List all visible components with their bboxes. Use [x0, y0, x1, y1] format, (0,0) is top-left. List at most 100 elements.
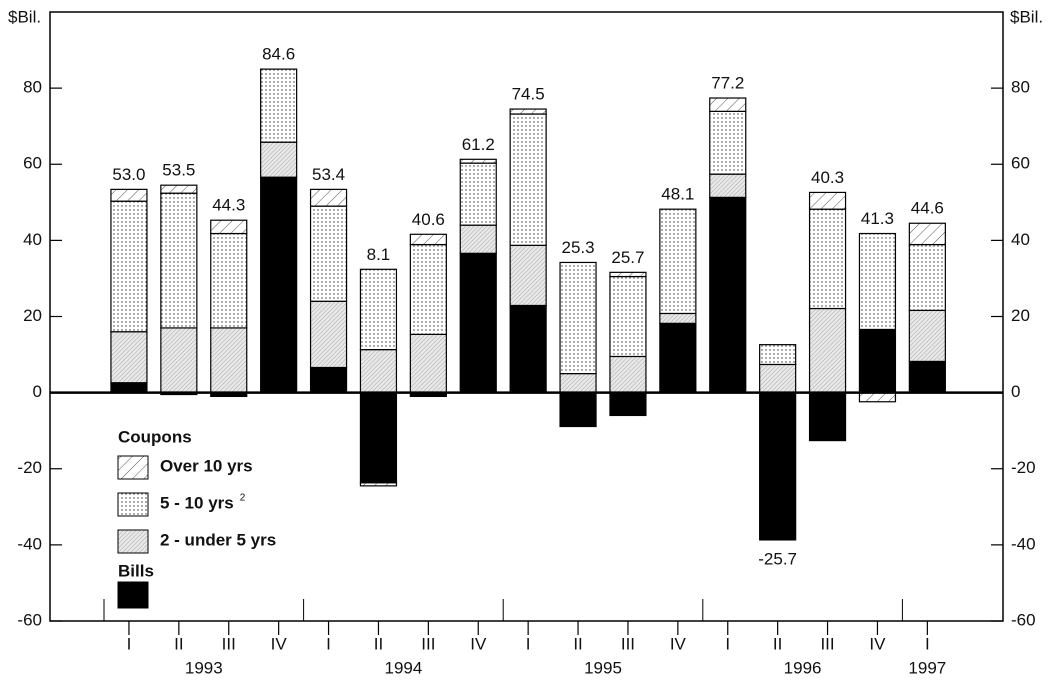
y-axis-label: $Bil. [8, 7, 41, 26]
bar-segment [110, 188, 148, 202]
bar-segment [509, 108, 547, 115]
x-tick-label: IV [271, 634, 288, 653]
bar-segment [858, 392, 897, 403]
bar-segment [309, 366, 348, 394]
legend-label: Over 10 yrs [160, 456, 253, 475]
bar-segment [359, 268, 398, 351]
bar-segment [459, 252, 497, 394]
legend-label: Bills [118, 561, 154, 580]
total-label: 41.3 [861, 209, 894, 228]
x-tick-label: II [573, 634, 582, 653]
total-label: 53.5 [162, 161, 195, 180]
y-tick-label: -20 [17, 458, 42, 477]
y2-tick-label: -40 [1011, 534, 1036, 553]
x-tick-label: II [773, 634, 782, 653]
bar-segment [160, 327, 198, 394]
y-tick-label: 0 [33, 382, 42, 401]
total-label: 48.1 [661, 185, 694, 204]
bar-segment [160, 184, 198, 194]
y2-axis-label: $Bil. [1010, 7, 1043, 26]
bar-segment [808, 392, 847, 442]
bar-segment [309, 188, 348, 207]
y2-tick-label: 0 [1011, 382, 1020, 401]
bar-segment [908, 360, 946, 394]
x-tick-label: III [621, 634, 635, 653]
y-tick-label: 40 [23, 230, 42, 249]
bar-segment [110, 200, 148, 333]
bar-segment [709, 196, 747, 394]
year-label: 1994 [384, 658, 422, 677]
bar-segment [709, 97, 747, 112]
bar-segment [559, 261, 597, 375]
bar-segment [709, 110, 747, 175]
bar-segment [359, 349, 398, 394]
bar-segment [409, 233, 447, 246]
total-label: -25.7 [758, 549, 797, 568]
legend-note: 2 [240, 493, 246, 504]
y2-tick-label: -20 [1011, 458, 1036, 477]
x-tick-label: III [421, 634, 435, 653]
bar-segment [260, 176, 298, 394]
bar-segment [459, 158, 497, 164]
total-label: 40.3 [811, 168, 844, 187]
total-label: 44.3 [212, 196, 245, 215]
x-tick-label: I [925, 634, 930, 653]
bar-segment [210, 327, 248, 394]
legend-swatch [117, 455, 149, 480]
bar-segment [759, 344, 797, 366]
y-tick-label: 60 [23, 154, 42, 173]
total-label: 77.2 [711, 74, 744, 93]
total-label: 53.4 [312, 165, 345, 184]
bar-segment [609, 271, 647, 278]
year-label: 1996 [784, 658, 822, 677]
legend-label: 2 - under 5 yrs [160, 530, 276, 549]
total-label: 53.0 [112, 165, 145, 184]
bar-segment [709, 173, 747, 198]
bar-segment [659, 208, 697, 315]
year-label: 1993 [185, 658, 223, 677]
legend-label: 5 - 10 yrs [160, 493, 234, 512]
bar-segment [260, 141, 298, 178]
bar-segment [609, 355, 647, 394]
x-tick-label: III [222, 634, 236, 653]
total-label: 44.6 [911, 199, 944, 218]
x-tick-label: I [127, 634, 132, 653]
bar-segment [808, 191, 847, 210]
bar-segment [559, 372, 597, 394]
bar-segment [459, 224, 497, 254]
bar-segment [659, 322, 697, 394]
legend-title: Coupons [118, 427, 192, 446]
bar-segment [359, 392, 398, 484]
y2-tick-label: 20 [1011, 306, 1030, 325]
bar-segment [908, 222, 946, 246]
bar-segment [309, 205, 348, 302]
bar-segment [509, 244, 547, 307]
y2-tick-label: 60 [1011, 154, 1030, 173]
bar-segment [359, 482, 398, 487]
total-label: 25.3 [562, 238, 595, 257]
bar-segment [110, 382, 148, 394]
x-tick-label: IV [670, 634, 687, 653]
y2-tick-label: 80 [1011, 78, 1030, 97]
y-tick-label: -60 [17, 610, 42, 629]
x-tick-label: IV [470, 634, 487, 653]
y2-tick-label: -60 [1011, 610, 1036, 629]
bar-segment [858, 232, 897, 331]
total-label: 74.5 [512, 85, 545, 104]
bar-segment [908, 309, 946, 363]
total-label: 8.1 [367, 245, 391, 264]
bar-segment [160, 192, 198, 329]
bar-segment [509, 304, 547, 394]
bar-segment [908, 243, 946, 312]
bar-segment [509, 113, 547, 246]
y-tick-label: 20 [23, 306, 42, 325]
x-tick-label: II [374, 634, 383, 653]
year-label: 1995 [584, 658, 622, 677]
bar-segment [210, 219, 248, 235]
y-tick-label: 80 [23, 78, 42, 97]
bar-segment [858, 328, 897, 394]
x-tick-label: III [820, 634, 834, 653]
total-label: 61.2 [462, 135, 495, 154]
bar-segment [409, 243, 447, 335]
